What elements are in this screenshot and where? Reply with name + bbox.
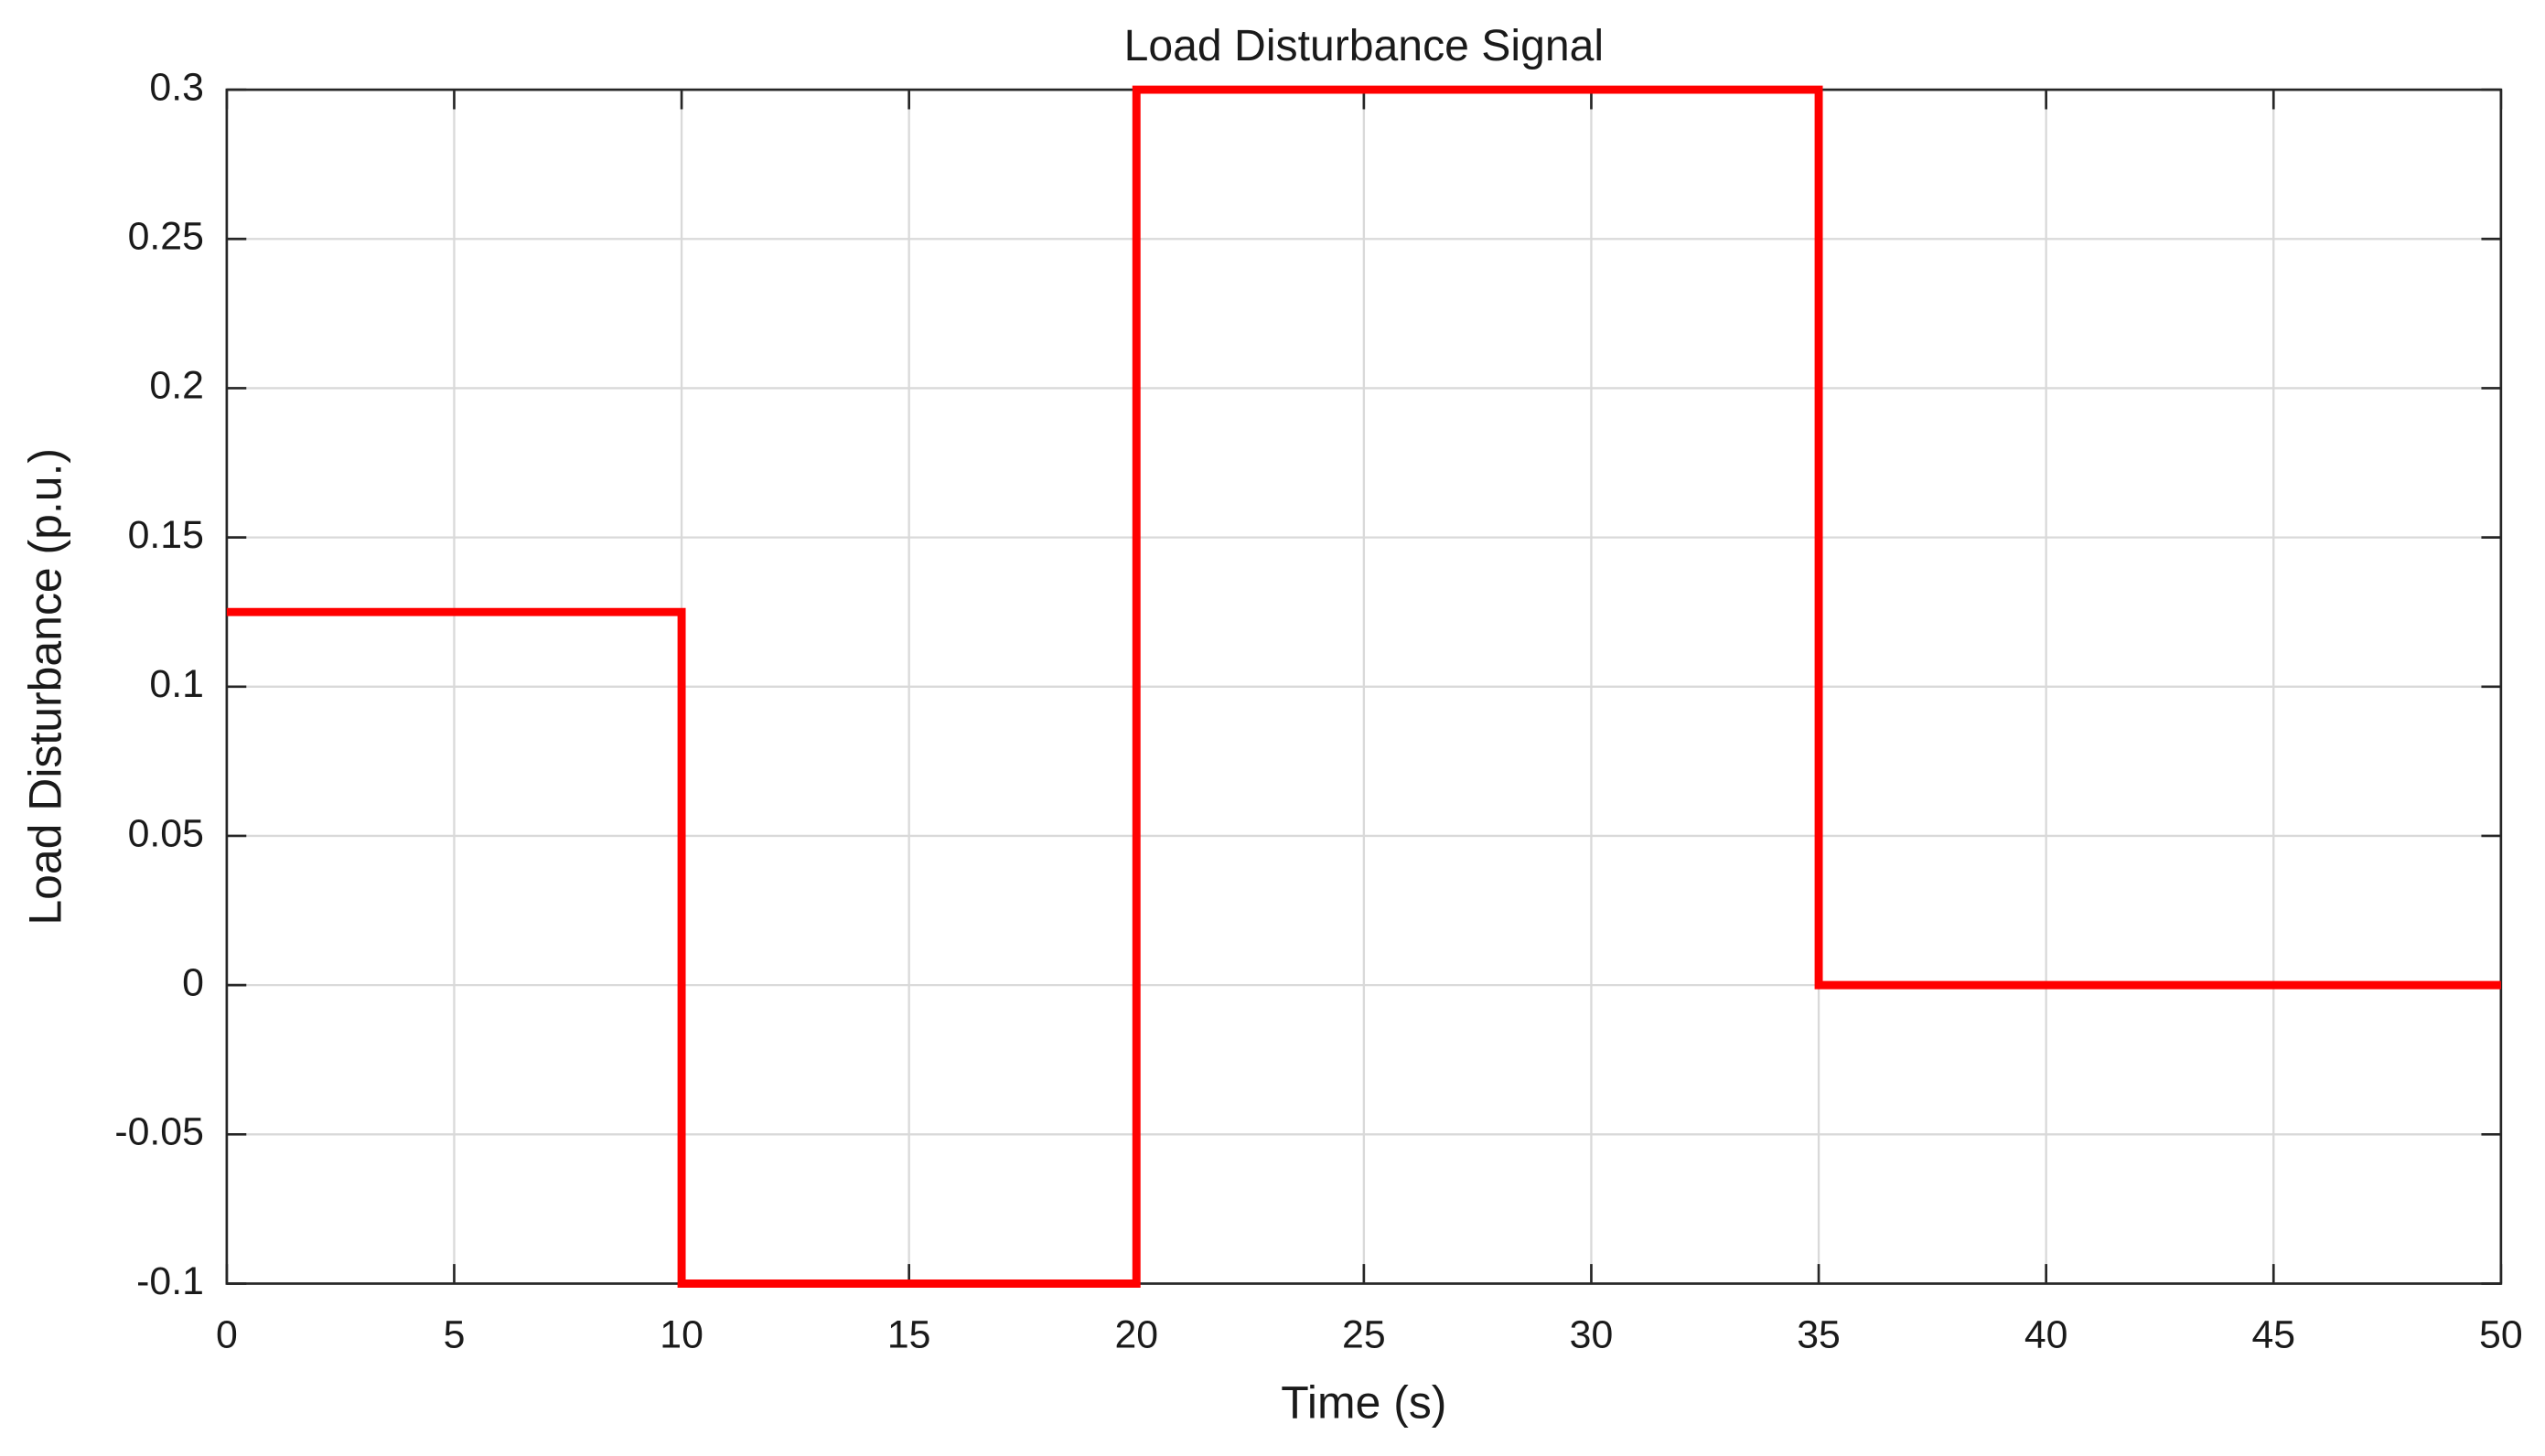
x-tick-label: 35	[1797, 1313, 1841, 1357]
x-tick-label: 0	[216, 1313, 238, 1357]
x-tick-label: 45	[2251, 1313, 2295, 1357]
y-tick-label: -0.1	[136, 1259, 204, 1303]
x-axis-label: Time (s)	[1281, 1376, 1446, 1428]
y-axis-label: Load Disturbance (p.u.)	[20, 448, 71, 926]
x-tick-label: 30	[1570, 1313, 1614, 1357]
x-tick-label: 25	[1342, 1313, 1386, 1357]
y-tick-label: 0.1	[149, 662, 204, 706]
y-tick-label: 0.25	[128, 215, 204, 259]
y-tick-label: -0.05	[114, 1110, 204, 1154]
x-tick-label: 50	[2479, 1313, 2523, 1357]
x-tick-label: 10	[660, 1313, 703, 1357]
x-tick-label: 15	[887, 1313, 931, 1357]
y-tick-label: 0	[182, 960, 204, 1004]
x-tick-label: 40	[2024, 1313, 2068, 1357]
y-tick-label: 0.2	[149, 364, 204, 408]
y-tick-label: 0.15	[128, 513, 204, 557]
y-tick-label: 0.3	[149, 65, 204, 109]
x-tick-label: 5	[444, 1313, 466, 1357]
x-tick-label: 20	[1114, 1313, 1158, 1357]
y-tick-label: 0.05	[128, 811, 204, 855]
data-line	[226, 85, 2501, 1288]
chart-title: Load Disturbance Signal	[1124, 21, 1605, 70]
